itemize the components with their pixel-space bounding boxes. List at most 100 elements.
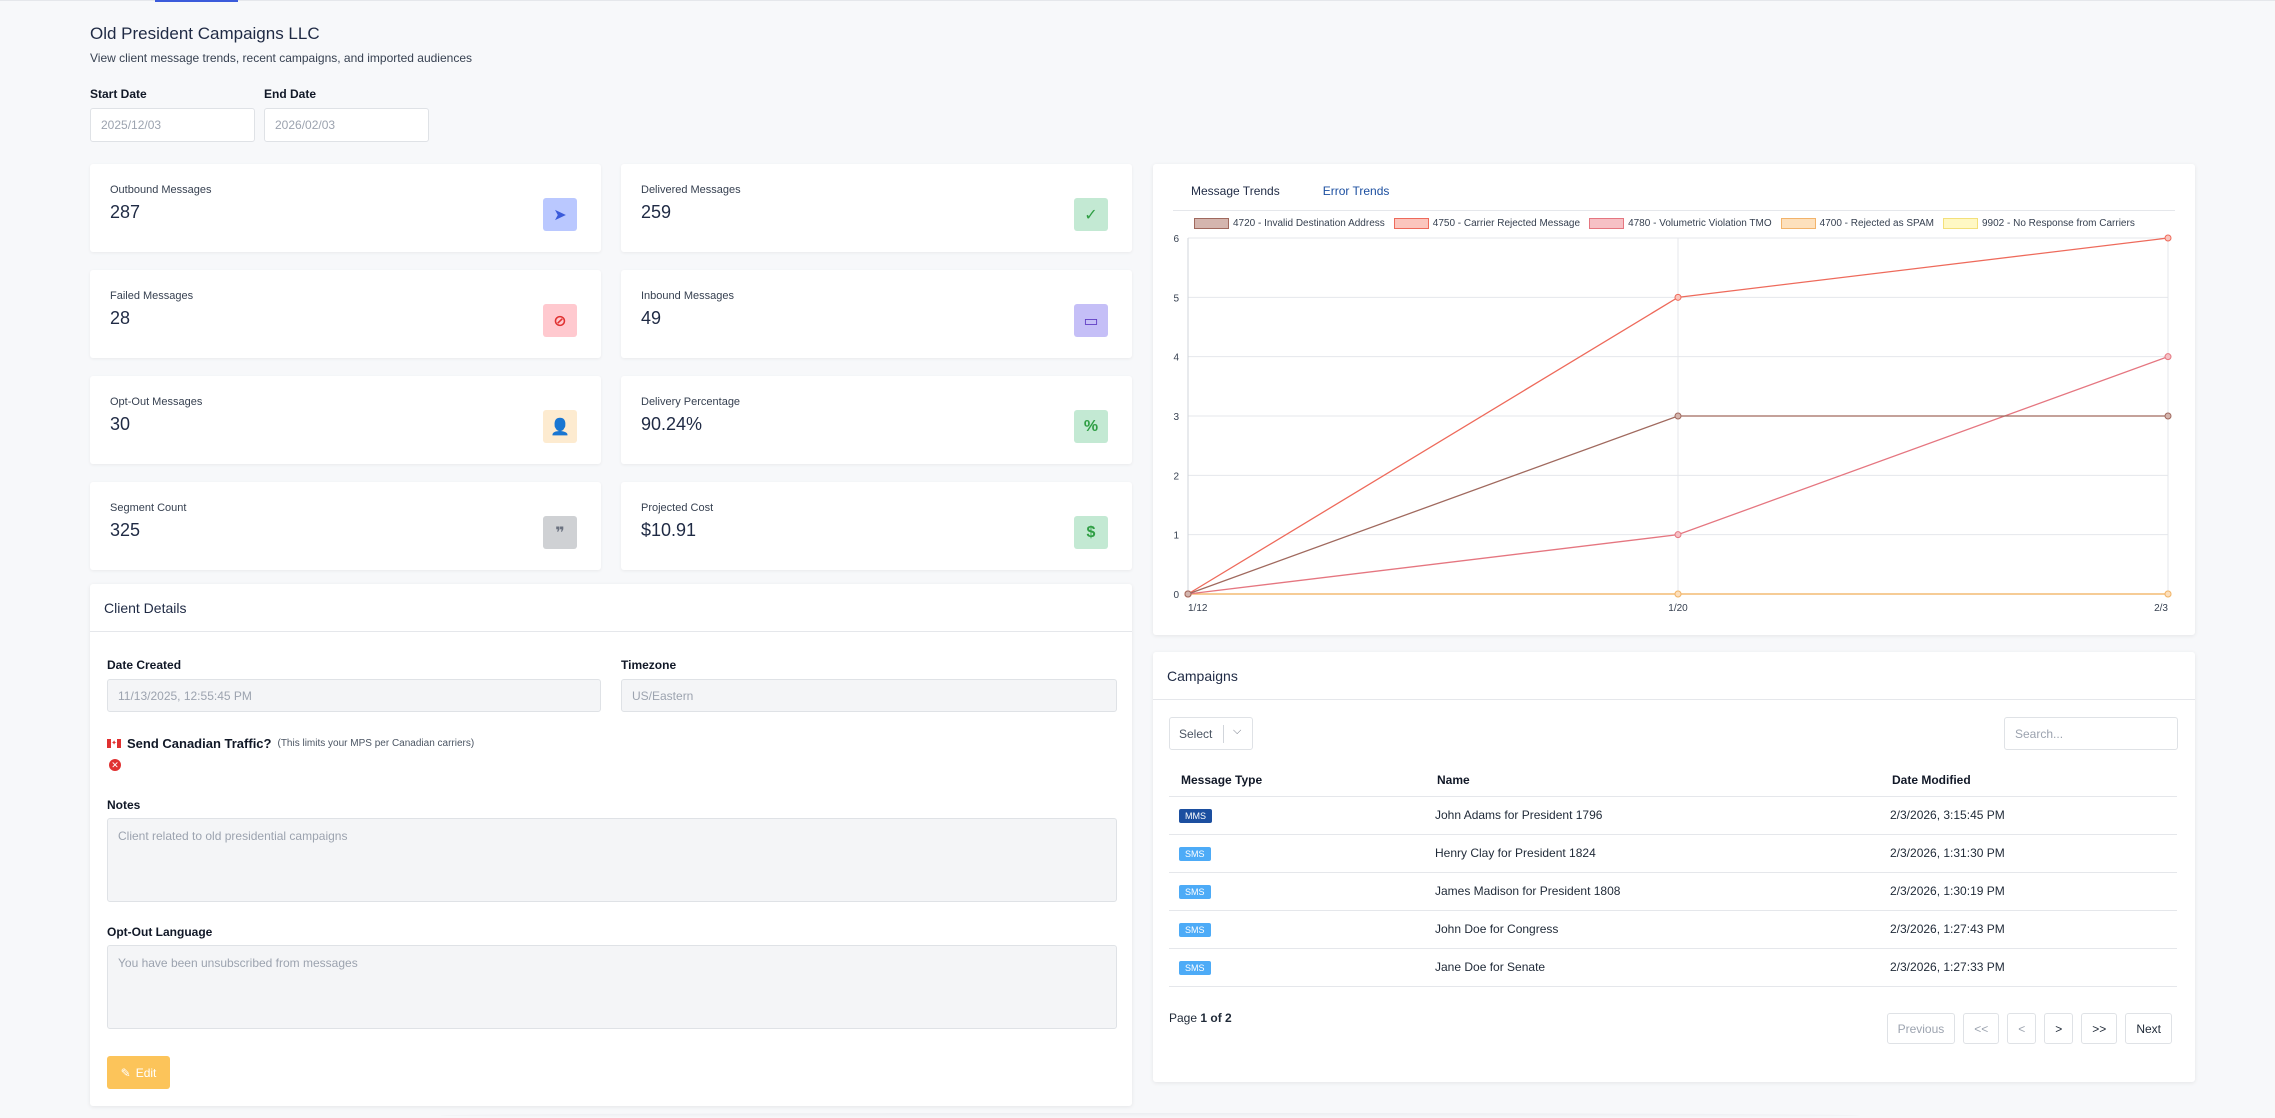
date-created-label: Date Created bbox=[107, 658, 182, 672]
legend-entry[interactable]: 4780 - Volumetric Violation TMO bbox=[1589, 218, 1772, 229]
column-header-message-type[interactable]: Message Type bbox=[1169, 764, 1425, 797]
data-point bbox=[1674, 590, 1682, 598]
data-point bbox=[2164, 590, 2172, 598]
y-tick-label: 5 bbox=[1173, 293, 1179, 304]
client-details-card: Client Details Date Created 11/13/2025, … bbox=[90, 584, 1132, 1106]
table-row[interactable]: SMS Jane Doe for Senate 2/3/2026, 1:27:33 … bbox=[1169, 948, 2177, 987]
stat-value: 325 bbox=[110, 520, 141, 540]
first-page-button[interactable]: << bbox=[1963, 1013, 2000, 1044]
date-created-field[interactable]: 11/13/2025, 12:55:45 PM bbox=[107, 679, 601, 712]
end-date-input[interactable]: 2026/02/03 bbox=[264, 108, 429, 142]
trends-card: 0 1 2 3 4 5 6 1/12 1/20 2/3 Message Trends Error … bbox=[1153, 164, 2195, 635]
page-info: Page 1 of 2 bbox=[1169, 1011, 1232, 1025]
stats-grid: Outbound Messages 287 ➤ Delivered Messages 2… bbox=[90, 164, 1132, 570]
campaign-name-cell[interactable]: James Madison for President 1808 bbox=[1425, 872, 1880, 911]
next-button[interactable]: Next bbox=[2125, 1013, 2172, 1044]
stat-label: Segment Count bbox=[110, 502, 187, 514]
check-icon: ✓ bbox=[1074, 198, 1108, 231]
timezone-field[interactable]: US/Eastern bbox=[621, 679, 1117, 712]
end-date-label: End Date bbox=[264, 87, 317, 101]
message-type-badge: SMS bbox=[1179, 922, 1211, 937]
error-trends-chart: 0 1 2 3 4 5 6 1/12 1/20 2/3 bbox=[1173, 234, 2172, 614]
canadian-traffic-hint: (This limits your MPS per Canadian carri… bbox=[277, 738, 475, 749]
next-page-button[interactable]: > bbox=[2044, 1013, 2074, 1044]
stat-card: Opt-Out Messages 30 👤 bbox=[90, 376, 601, 464]
pagination: Previous << < > >> Next bbox=[1886, 1013, 2172, 1044]
campaign-name-cell[interactable]: Henry Clay for President 1824 bbox=[1425, 834, 1880, 873]
stat-label: Opt-Out Messages bbox=[110, 396, 203, 408]
active-nav-indicator bbox=[155, 0, 238, 2]
data-point bbox=[1674, 531, 1682, 539]
page-prefix: Page bbox=[1169, 1011, 1198, 1025]
tab-message-trends[interactable]: Message Trends bbox=[1191, 184, 1280, 198]
date-modified-cell: 2/3/2026, 1:31:30 PM bbox=[1880, 834, 2177, 873]
stat-value: 30 bbox=[110, 414, 131, 434]
y-tick-label: 0 bbox=[1173, 590, 1179, 601]
column-header-date-modified[interactable]: Date Modified bbox=[1880, 764, 2177, 797]
date-modified-cell: 2/3/2026, 3:15:45 PM bbox=[1880, 796, 2177, 835]
select-separator bbox=[1223, 725, 1224, 743]
date-modified-cell: 2/3/2026, 1:30:19 PM bbox=[1880, 872, 2177, 911]
stat-card: Projected Cost $10.91 $ bbox=[621, 482, 1132, 570]
edit-button[interactable]: ✎ Edit bbox=[107, 1056, 170, 1089]
message-type-cell: SMS bbox=[1169, 948, 1425, 987]
stat-value: $10.91 bbox=[641, 520, 697, 540]
campaigns-table: Message Type Name Date Modified MMS John … bbox=[1169, 764, 2177, 987]
prev-page-button[interactable]: < bbox=[2007, 1013, 2037, 1044]
legend-entry[interactable]: 4720 - Invalid Destination Address bbox=[1194, 218, 1385, 229]
paper-plane-icon: ➤ bbox=[543, 198, 577, 231]
campaign-name-cell[interactable]: John Doe for Congress bbox=[1425, 910, 1880, 949]
optout-language-label: Opt-Out Language bbox=[107, 925, 213, 939]
stat-card: Inbound Messages 49 ▭ bbox=[621, 270, 1132, 358]
data-point bbox=[2164, 412, 2172, 420]
campaigns-card: Campaigns Select ⌵ Search... Message Typ… bbox=[1153, 652, 2195, 1082]
user-minus-icon: 👤 bbox=[543, 410, 577, 443]
notes-field[interactable]: Client related to old presidential campa… bbox=[107, 818, 1117, 902]
table-row[interactable]: SMS Henry Clay for President 1824 2/3/2026… bbox=[1169, 834, 2177, 873]
message-type-badge: MMS bbox=[1179, 808, 1212, 823]
start-date-input[interactable]: 2025/12/03 bbox=[90, 108, 255, 142]
campaigns-title: Campaigns bbox=[1153, 652, 2195, 700]
tab-error-trends[interactable]: Error Trends bbox=[1322, 184, 1390, 198]
campaign-name-cell[interactable]: Jane Doe for Senate bbox=[1425, 948, 1880, 987]
optout-language-field[interactable]: You have been unsubscribed from messages bbox=[107, 945, 1117, 1029]
column-header-name[interactable]: Name bbox=[1425, 764, 1880, 797]
legend-label: 4780 - Volumetric Violation TMO bbox=[1628, 218, 1772, 229]
legend-entry[interactable]: 9902 - No Response from Carriers bbox=[1942, 218, 2135, 229]
legend-swatch bbox=[1589, 218, 1625, 229]
start-date-filter: Start Date 2025/12/03 bbox=[90, 87, 255, 142]
table-row[interactable]: SMS James Madison for President 1808 2/3/2… bbox=[1169, 872, 2177, 911]
percent-icon: % bbox=[1074, 410, 1108, 443]
table-row[interactable]: MMS John Adams for President 1796 2/3/2026… bbox=[1169, 796, 2177, 835]
client-details-title: Client Details bbox=[90, 584, 1132, 632]
last-page-button[interactable]: >> bbox=[2081, 1013, 2118, 1044]
table-row[interactable]: SMS John Doe for Congress 2/3/2026, 1:27:4… bbox=[1169, 910, 2177, 949]
search-input[interactable]: Search... bbox=[2004, 717, 2178, 750]
legend-swatch bbox=[1780, 218, 1816, 229]
previous-button[interactable]: Previous bbox=[1886, 1013, 1956, 1044]
campaign-name-cell[interactable]: John Adams for President 1796 bbox=[1425, 796, 1880, 835]
y-tick-label: 1 bbox=[1173, 531, 1179, 542]
data-point bbox=[2164, 234, 2172, 242]
message-type-badge: SMS bbox=[1179, 884, 1211, 899]
legend-swatch bbox=[1942, 218, 1978, 229]
bulk-select-dropdown[interactable]: Select ⌵ bbox=[1169, 717, 1253, 750]
page-header: Old President Campaigns LLC View client … bbox=[90, 24, 472, 65]
message-type-badge: SMS bbox=[1179, 960, 1211, 975]
message-type-cell: SMS bbox=[1169, 910, 1425, 949]
stat-label: Inbound Messages bbox=[641, 290, 734, 302]
end-date-filter: End Date 2026/02/03 bbox=[264, 87, 429, 142]
stat-card: Failed Messages 28 ⊘ bbox=[90, 270, 601, 358]
x-tick-label: 1/20 bbox=[1668, 603, 1688, 614]
data-point bbox=[2164, 353, 2172, 361]
message-type-badge: SMS bbox=[1179, 846, 1211, 861]
legend-entry[interactable]: 4750 - Carrier Rejected Message bbox=[1393, 218, 1580, 229]
legend-entry[interactable]: 4700 - Rejected as SPAM bbox=[1780, 218, 1934, 229]
stat-value: 28 bbox=[110, 308, 131, 328]
stat-value: 287 bbox=[110, 202, 141, 222]
canadian-traffic-row: ✦ Send Canadian Traffic? (This limits yo… bbox=[107, 736, 474, 751]
notes-label: Notes bbox=[107, 798, 141, 812]
stat-card: Delivery Percentage 90.24%% bbox=[621, 376, 1132, 464]
edit-button-label: Edit bbox=[135, 1065, 157, 1080]
y-tick-label: 3 bbox=[1173, 412, 1179, 423]
